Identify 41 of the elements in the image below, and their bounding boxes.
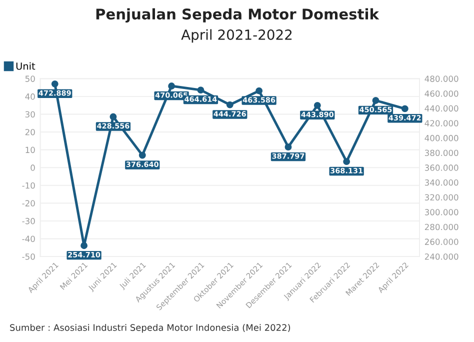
legend-label: Unit (16, 62, 36, 70)
y2-tick-label: 360.000 (424, 164, 458, 171)
point (284, 144, 292, 150)
y-tick-label: 40 (25, 93, 35, 100)
chart-title: Penjualan Sepeda Motor Domestik (96, 8, 380, 23)
point (138, 152, 146, 159)
point (226, 101, 234, 108)
y2-tick-label: 460.000 (424, 90, 458, 97)
y2-tick-label: 480.000 (424, 76, 458, 82)
point (401, 105, 408, 112)
point (343, 158, 350, 166)
y-tick-label: 50 (25, 76, 35, 82)
y-tick-label: 30 (25, 111, 35, 118)
y-tick-label: -40 (22, 236, 35, 242)
point (372, 97, 380, 104)
point (256, 87, 263, 94)
chart-subtitle: April 2021-2022 (181, 29, 292, 43)
y-tick-label: 10 (26, 146, 35, 154)
point (168, 82, 176, 90)
point (197, 86, 204, 94)
y-tick-label: -20 (22, 200, 35, 206)
y2-tick-label: 340.000 (424, 179, 458, 186)
y2-tick-label: 400.000 (424, 134, 458, 142)
y2-tick-label: 240.000 (424, 253, 458, 260)
point (314, 102, 321, 109)
y-tick-label: 20 (25, 128, 35, 136)
point (110, 113, 117, 120)
y2-tick-label: 300.000 (424, 209, 458, 216)
text: Sumber : Asosiasi Industri Sepeda Motor Indonesia (Mei 2022) (10, 324, 290, 333)
y2-tick-label: 420.000 (424, 120, 458, 126)
y2-tick-label: 280.000 (424, 224, 458, 230)
point (51, 80, 58, 88)
y2-tick-label: 260.000 (424, 238, 458, 245)
y-tick-label: -30 (22, 218, 35, 224)
y-tick-label: -10 (22, 182, 35, 189)
y2-tick-label: 440.000 (424, 105, 458, 112)
y2-tick-label: 380.000 (424, 150, 458, 156)
point (80, 242, 88, 250)
y2-tick-label: 320.000 (424, 194, 458, 201)
y-tick-label: -50 (22, 253, 35, 260)
y-tick-label: 0 (30, 164, 35, 171)
